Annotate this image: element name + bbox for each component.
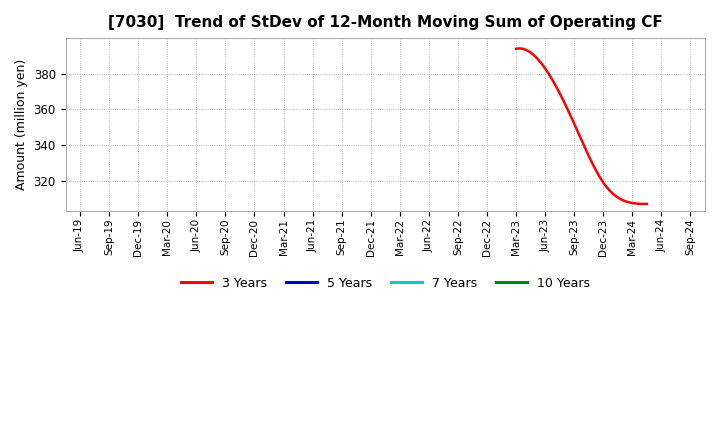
Legend: 3 Years, 5 Years, 7 Years, 10 Years: 3 Years, 5 Years, 7 Years, 10 Years xyxy=(176,272,595,295)
Y-axis label: Amount (million yen): Amount (million yen) xyxy=(15,59,28,190)
Title: [7030]  Trend of StDev of 12-Month Moving Sum of Operating CF: [7030] Trend of StDev of 12-Month Moving… xyxy=(108,15,662,30)
